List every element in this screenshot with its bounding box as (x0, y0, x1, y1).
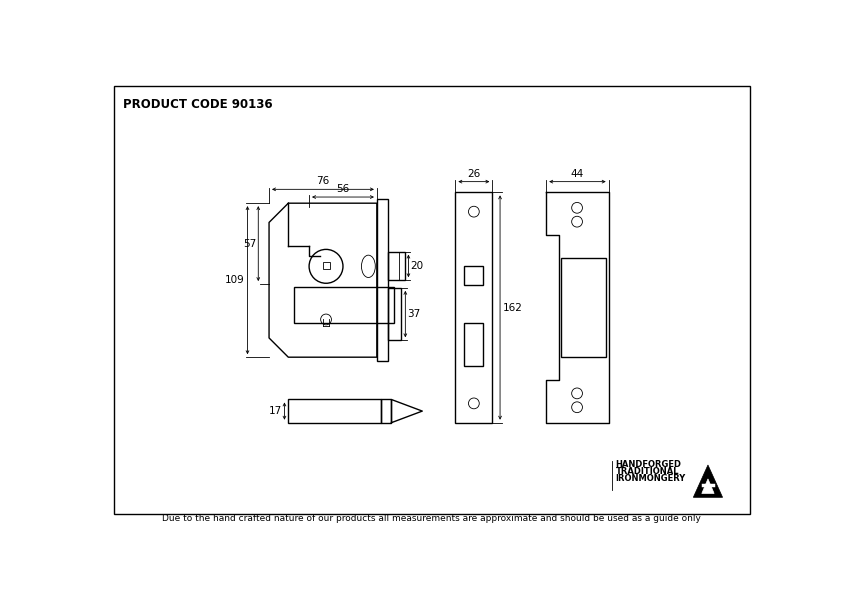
Text: 162: 162 (503, 303, 522, 312)
Text: 44: 44 (570, 169, 584, 179)
Bar (464, 323, 483, 366)
Bar (387, 288, 402, 340)
Text: HANDFORGED: HANDFORGED (616, 460, 681, 469)
Text: Due to the hand crafted nature of our products all measurements are approximate : Due to the hand crafted nature of our pr… (163, 514, 701, 523)
Bar (381, 399, 392, 423)
Polygon shape (701, 479, 714, 493)
Bar (377, 198, 387, 361)
Text: 26: 26 (467, 169, 481, 179)
Bar (387, 252, 404, 280)
Bar (323, 262, 330, 269)
Text: TRADITIONAL: TRADITIONAL (616, 467, 679, 476)
Text: IRONMONGERY: IRONMONGERY (616, 474, 685, 483)
Text: 17: 17 (269, 406, 282, 416)
Bar (295, 287, 394, 322)
Bar (456, 193, 493, 423)
Text: 37: 37 (408, 309, 421, 319)
Text: 76: 76 (317, 176, 329, 186)
Text: 56: 56 (336, 184, 349, 194)
Text: 20: 20 (411, 261, 424, 271)
Text: 109: 109 (225, 275, 244, 285)
Text: PRODUCT CODE 90136: PRODUCT CODE 90136 (123, 98, 272, 111)
Bar (464, 266, 483, 285)
Polygon shape (693, 465, 722, 497)
Text: 57: 57 (242, 238, 256, 249)
Bar (288, 399, 381, 423)
Bar (561, 258, 605, 357)
